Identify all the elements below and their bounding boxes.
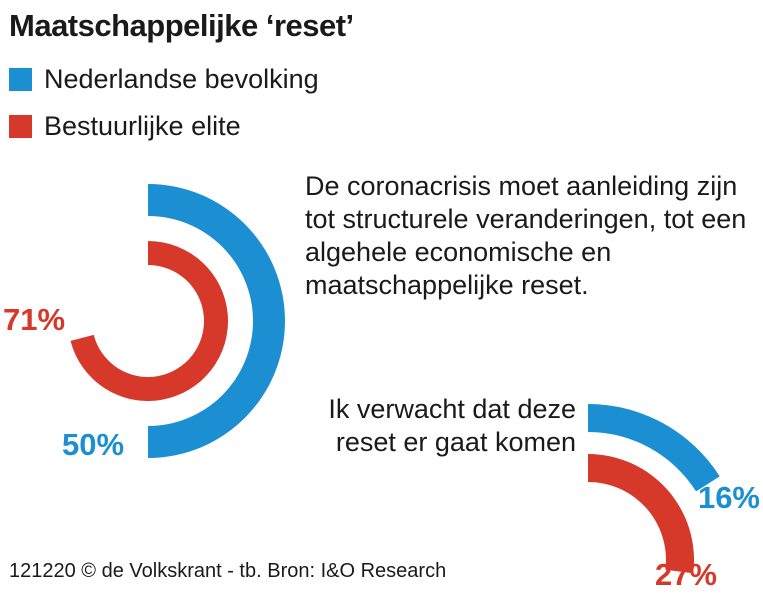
- legend-label: Bestuurlijke elite: [44, 111, 241, 141]
- chart-1-statement: De coronacrisis moet aanleiding zijn tot…: [305, 171, 747, 300]
- legend-item-bevolking: Nederlandse bevolking: [9, 64, 319, 95]
- legend-label: Nederlandse bevolking: [44, 64, 319, 94]
- arc-bevolking: [588, 404, 720, 492]
- legend-swatch-red: [9, 115, 32, 138]
- arc-elite: [70, 241, 229, 402]
- chart-2-question: Ik verwacht dat deze reset er gaat komen: [328, 394, 576, 457]
- chart-2: 16% 27%: [588, 404, 760, 592]
- source-credit: 121220 © de Volkskrant - tb. Bron: I&O R…: [9, 560, 447, 582]
- page-title: Maatschappelijke ‘reset’: [9, 8, 354, 43]
- value-label-bevolking: 50%: [62, 427, 124, 462]
- arc-bevolking: [148, 184, 285, 458]
- value-label-bevolking: 16%: [698, 480, 760, 515]
- value-label-elite: 27%: [655, 557, 717, 592]
- legend-item-elite: Bestuurlijke elite: [9, 111, 241, 142]
- value-label-elite: 71%: [3, 302, 65, 337]
- chart-1: 50% 71%: [3, 184, 285, 462]
- legend-swatch-blue: [9, 68, 32, 91]
- arc-elite: [588, 454, 694, 574]
